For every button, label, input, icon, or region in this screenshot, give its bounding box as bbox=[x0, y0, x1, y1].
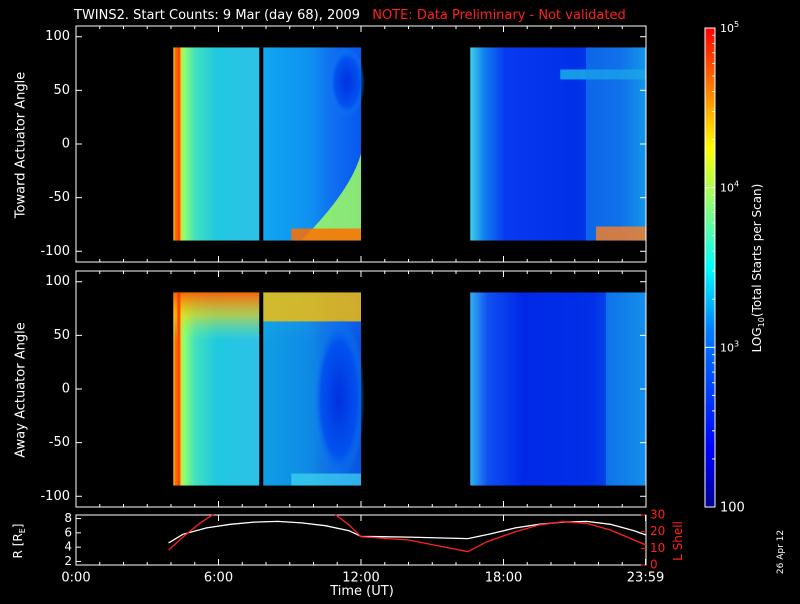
ytick-label: 50 bbox=[53, 328, 70, 343]
title-main: TWINS2. Start Counts: 9 Mar (day 68), 20… bbox=[74, 8, 361, 23]
heat-band-orange-late bbox=[596, 226, 646, 241]
colorbar-rect bbox=[704, 27, 716, 508]
xtick-label: 6:00 bbox=[204, 571, 233, 586]
ytick-label: 0 bbox=[62, 382, 70, 397]
ytick-label: 0 bbox=[62, 137, 70, 152]
date-stamp-text: 26 Apr 12 bbox=[776, 529, 786, 575]
heat-edge-red bbox=[177, 292, 181, 486]
xtick-label: 18:00 bbox=[485, 571, 522, 586]
away-panel bbox=[75, 270, 647, 508]
l-shell-series-line bbox=[334, 513, 647, 553]
heat-blob-blue bbox=[329, 47, 365, 117]
ytick-label: -50 bbox=[49, 190, 70, 205]
heat-band-cyan-bottom bbox=[291, 473, 361, 486]
xtick-label: 0:00 bbox=[61, 571, 90, 586]
ytick-label: 100 bbox=[45, 29, 70, 44]
orbit-ytick-right-label: 20 bbox=[650, 524, 665, 538]
heat-edge-late bbox=[606, 292, 646, 486]
orbit-ytick-left-label: 4 bbox=[64, 540, 72, 554]
orbit-ytick-left-label: 6 bbox=[64, 525, 72, 539]
xtick-label: 12:00 bbox=[342, 571, 379, 586]
heat-block-early bbox=[173, 47, 262, 241]
colorbar: 105 104 103 100 bbox=[704, 20, 745, 516]
xtick-label: 23:59 bbox=[627, 571, 664, 586]
colorbar-tick-label: 103 bbox=[720, 339, 739, 355]
orbit-ytick-right-label: 30 bbox=[650, 508, 665, 522]
orbit-ytick-left-label: 8 bbox=[64, 511, 72, 525]
colorbar-label-log: LOG bbox=[749, 327, 764, 353]
colorbar-tick-label: 104 bbox=[720, 179, 739, 195]
heat-blob-blue bbox=[313, 317, 365, 480]
l-shell-label: L Shell bbox=[671, 521, 685, 561]
colorbar-tick-exp: 4 bbox=[734, 179, 739, 188]
orbit-ytick-right-label: 10 bbox=[650, 541, 665, 555]
heat-band-orange-bottom bbox=[291, 228, 361, 241]
heat-gap bbox=[259, 292, 264, 486]
ytick-label: -50 bbox=[49, 435, 70, 450]
r-series-line bbox=[168, 520, 647, 544]
ytick-label: -100 bbox=[40, 489, 70, 504]
heat-edge-red bbox=[177, 47, 181, 241]
colorbar-tick-label: 105 bbox=[720, 20, 739, 36]
colorbar-label-rest: (Total Starts per Scan) bbox=[749, 183, 764, 318]
title-note: NOTE: Data Preliminary - Not validated bbox=[372, 8, 626, 23]
heat-band-yellow-top bbox=[261, 292, 361, 322]
heat-wedge-yellow bbox=[301, 153, 361, 241]
orbit-ytick-right-label: 0 bbox=[650, 558, 658, 572]
x-axis-label: Time (UT) bbox=[330, 584, 394, 599]
orbit-ytick-left-label: 2 bbox=[64, 554, 72, 568]
colorbar-label-sub: 10 bbox=[757, 317, 767, 328]
toward-panel bbox=[75, 25, 647, 263]
r-label-close: ] bbox=[10, 523, 25, 529]
ytick-label: 100 bbox=[45, 274, 70, 289]
r-label: R [R bbox=[10, 533, 25, 559]
away-ylabel-text: Away Actuator Angle bbox=[13, 322, 29, 458]
l-shell-series-line bbox=[168, 513, 215, 551]
r-label-sub: E bbox=[18, 528, 28, 534]
colorbar-tick-label: 100 bbox=[720, 501, 745, 516]
chart-title: TWINS2. Start Counts: 9 Mar (day 68), 20… bbox=[74, 8, 626, 23]
heat-gap bbox=[259, 47, 264, 241]
orbit-panel bbox=[75, 513, 647, 566]
colorbar-tick-exp: 3 bbox=[734, 339, 739, 348]
ytick-label: 50 bbox=[53, 83, 70, 98]
toward-ylabel-text: Toward Actuator Angle bbox=[13, 71, 29, 219]
colorbar-tick-exp: 5 bbox=[734, 20, 739, 29]
ytick-label: -100 bbox=[40, 244, 70, 259]
heat-edge-late bbox=[586, 47, 646, 241]
